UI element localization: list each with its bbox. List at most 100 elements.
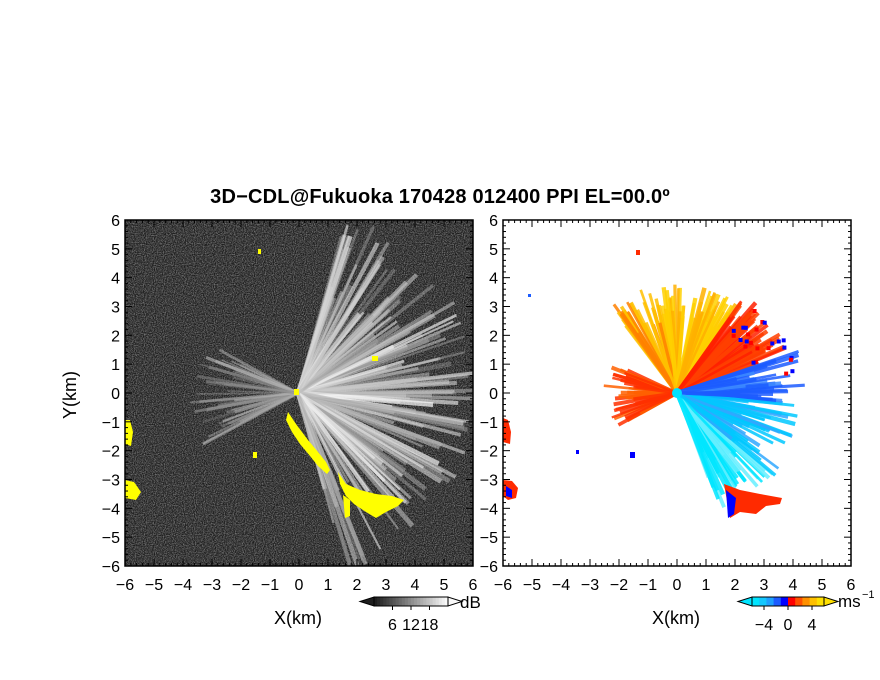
reflectivity-colorbar-segment — [411, 597, 415, 606]
velocity-colorbar-segment — [816, 597, 825, 606]
echo-ray — [234, 391, 299, 402]
reflectivity-colorbar-segment — [404, 597, 409, 606]
right-x-tick-label: −2 — [610, 577, 628, 594]
yellow-echo — [343, 495, 350, 518]
reflectivity-colorbar-tick-label: 18 — [421, 617, 439, 634]
velocity-ray — [675, 305, 685, 394]
left-echo-rays — [190, 224, 473, 566]
echo-ray — [202, 391, 299, 424]
reflectivity-colorbar-segment — [441, 597, 446, 606]
velocity-pixel — [753, 360, 758, 365]
left-axis-ticks: −6 −5 −4 −3 −2 −1 0 1 2 3 4 5 6 6 5 4 3 2 1 0 −1 −2 −3 −4 −5 −6 — [102, 213, 478, 594]
reflectivity-colorbar-segment — [426, 597, 430, 606]
left-y-tick-label: −6 — [102, 559, 120, 576]
reflectivity-colorbar-segment — [407, 597, 412, 606]
velocity-pixel — [751, 360, 756, 365]
velocity-echo — [576, 450, 579, 454]
velocity-echo — [724, 484, 782, 518]
right-y-tick-label: −5 — [480, 530, 498, 547]
echo-ray — [296, 229, 359, 394]
right-x-tick-label: −5 — [523, 577, 541, 594]
reflectivity-colorbar-segment — [374, 597, 378, 606]
right-y-tick-label: 4 — [489, 271, 498, 288]
echo-ray — [296, 224, 349, 394]
velocity-pixel — [766, 346, 771, 351]
reflectivity-colorbar-segment — [380, 597, 384, 606]
right-x-axis-label: X(km) — [652, 608, 700, 628]
yellow-echo — [294, 389, 299, 395]
velocity-pixel — [754, 327, 759, 332]
echo-ray — [297, 377, 418, 396]
velocity-colorbar-tick-label: 4 — [808, 617, 817, 634]
velocity-pixel — [746, 332, 751, 337]
left-x-tick-label: −6 — [116, 577, 134, 594]
velocity-colorbar-segment — [802, 597, 811, 606]
velocity-echo — [528, 294, 531, 297]
right-y-tick-label: 0 — [489, 386, 498, 403]
left-y-tick-label: −4 — [102, 501, 120, 518]
right-y-tick-label: −2 — [480, 444, 498, 461]
right-y-tick-label: 1 — [489, 357, 498, 374]
right-edge-echoes — [503, 250, 782, 518]
velocity-pixel — [770, 341, 775, 346]
reflectivity-colorbar: dB 6 12 18 — [358, 593, 481, 634]
velocity-pixel — [755, 346, 760, 351]
right-x-tick-label: 4 — [789, 577, 798, 594]
velocity-colorbar-tick-label: 0 — [784, 617, 793, 634]
left-x-tick-label: 6 — [469, 577, 478, 594]
reflectivity-colorbar-segment — [414, 597, 418, 606]
echo-ray — [297, 356, 441, 395]
reflectivity-colorbar-unit: dB — [460, 593, 481, 612]
echo-ray — [297, 301, 456, 395]
velocity-ray — [624, 371, 678, 395]
velocity-colorbar-unit: ms — [838, 592, 861, 611]
velocity-colorbar-segment — [780, 597, 789, 606]
velocity-echo — [726, 490, 736, 518]
reflectivity-colorbar-segment — [377, 597, 381, 606]
echo-ray — [297, 359, 405, 395]
velocity-echo — [630, 452, 635, 458]
right-y-tick-label: 5 — [489, 242, 498, 259]
yellow-echo — [338, 472, 404, 518]
left-x-tick-label: −5 — [145, 577, 163, 594]
reflectivity-colorbar-segment — [432, 597, 437, 606]
velocity-ray — [676, 390, 796, 427]
reflectivity-colorbar-segment — [386, 597, 390, 606]
yellow-echo — [125, 480, 141, 500]
reflectivity-colorbar-segment — [395, 597, 400, 606]
velocity-pixel — [741, 325, 746, 330]
left-x-tick-label: 2 — [353, 577, 362, 594]
left-x-tick-label: 5 — [440, 577, 449, 594]
echo-ray — [215, 380, 299, 394]
right-x-tick-label: 6 — [847, 577, 856, 594]
echo-ray — [296, 392, 346, 486]
echo-ray — [297, 337, 446, 395]
reflectivity-colorbar-segment — [401, 597, 406, 606]
right-x-tick-label: −6 — [494, 577, 512, 594]
echo-ray — [297, 391, 425, 469]
left-x-axis-label: X(km) — [274, 608, 322, 628]
left-x-tick-label: 3 — [382, 577, 391, 594]
velocity-echo — [636, 250, 640, 255]
velocity-pixel — [788, 357, 793, 362]
velocity-pixel — [743, 344, 748, 349]
right-y-tick-label: −4 — [480, 501, 498, 518]
velocity-colorbar-segment — [788, 597, 796, 606]
velocity-pixel — [784, 371, 789, 376]
reflectivity-colorbar-segment — [392, 597, 397, 606]
yellow-echo — [258, 249, 261, 254]
echo-ray — [296, 310, 389, 395]
left-y-tick-label: 6 — [111, 213, 120, 230]
yellow-echo — [253, 452, 257, 458]
velocity-pixel — [743, 325, 748, 330]
velocity-pixel — [762, 320, 767, 325]
velocity-ray — [639, 289, 679, 394]
right-axis-ticks: −6 −5 −4 −3 −2 −1 0 1 2 3 4 5 6 6 5 4 3 2 1 0 −1 −2 −3 −4 −5 −6 — [480, 213, 856, 594]
velocity-colorbar-high-arrow — [823, 596, 840, 607]
velocity-ray — [676, 391, 749, 443]
velocity-colorbar-segment — [752, 597, 760, 606]
right-x-tick-label: 2 — [731, 577, 740, 594]
reflectivity-colorbar-segment — [438, 597, 443, 606]
echo-ray — [296, 259, 382, 395]
echo-ray — [297, 391, 376, 460]
